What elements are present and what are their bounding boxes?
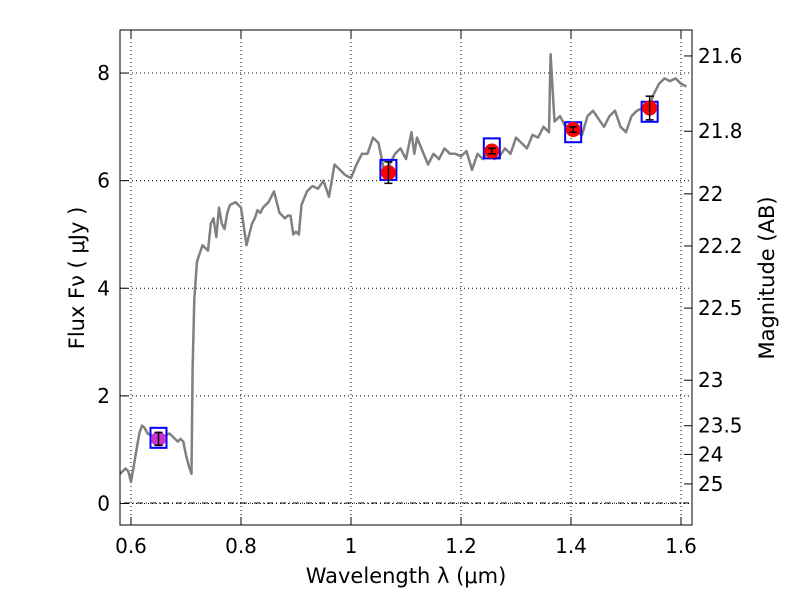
plot-frame — [119, 29, 693, 526]
series-layer — [119, 52, 688, 484]
x-tick-label: 0.6 — [115, 534, 147, 558]
y-axis-label: Flux Fν ( μJy ) — [65, 207, 89, 350]
x-tick-label: 1.4 — [555, 534, 587, 558]
x-tick-label: 1.2 — [445, 534, 477, 558]
y-tick-label: 4 — [97, 276, 110, 300]
y-tick-label: 2 — [97, 384, 110, 408]
y-tick-label: 0 — [97, 491, 110, 515]
x-tick-label: 1.6 — [665, 534, 697, 558]
magnitude-tick-label: 21.6 — [698, 44, 743, 68]
model-photometry-marker — [149, 426, 168, 449]
x-axis-label: Wavelength λ (μm) — [306, 564, 507, 588]
magnitude-axis-label: Magnitude (AB) — [755, 196, 779, 359]
ticks-layer: 0.6 0.8 1 1.2 1.4 1.60246821.621.82222.222.52… — [97, 30, 743, 558]
magnitude-tick-label: 23.5 — [698, 414, 743, 438]
magnitude-tick-label: 25 — [698, 472, 723, 496]
magnitude-tick-label: 21.8 — [698, 119, 743, 143]
magnitude-tick-label: 24 — [698, 442, 723, 466]
magnitude-tick-label: 22.5 — [698, 296, 743, 320]
y-tick-label: 6 — [97, 169, 110, 193]
magnitude-tick-label: 22.2 — [698, 234, 743, 258]
x-tick-label: 1 — [345, 534, 358, 558]
x-tick-label: 0.8 — [225, 534, 257, 558]
magnitude-tick-label: 23 — [698, 368, 723, 392]
y-tick-label: 8 — [97, 61, 110, 85]
magnitude-tick-label: 22 — [698, 182, 723, 206]
